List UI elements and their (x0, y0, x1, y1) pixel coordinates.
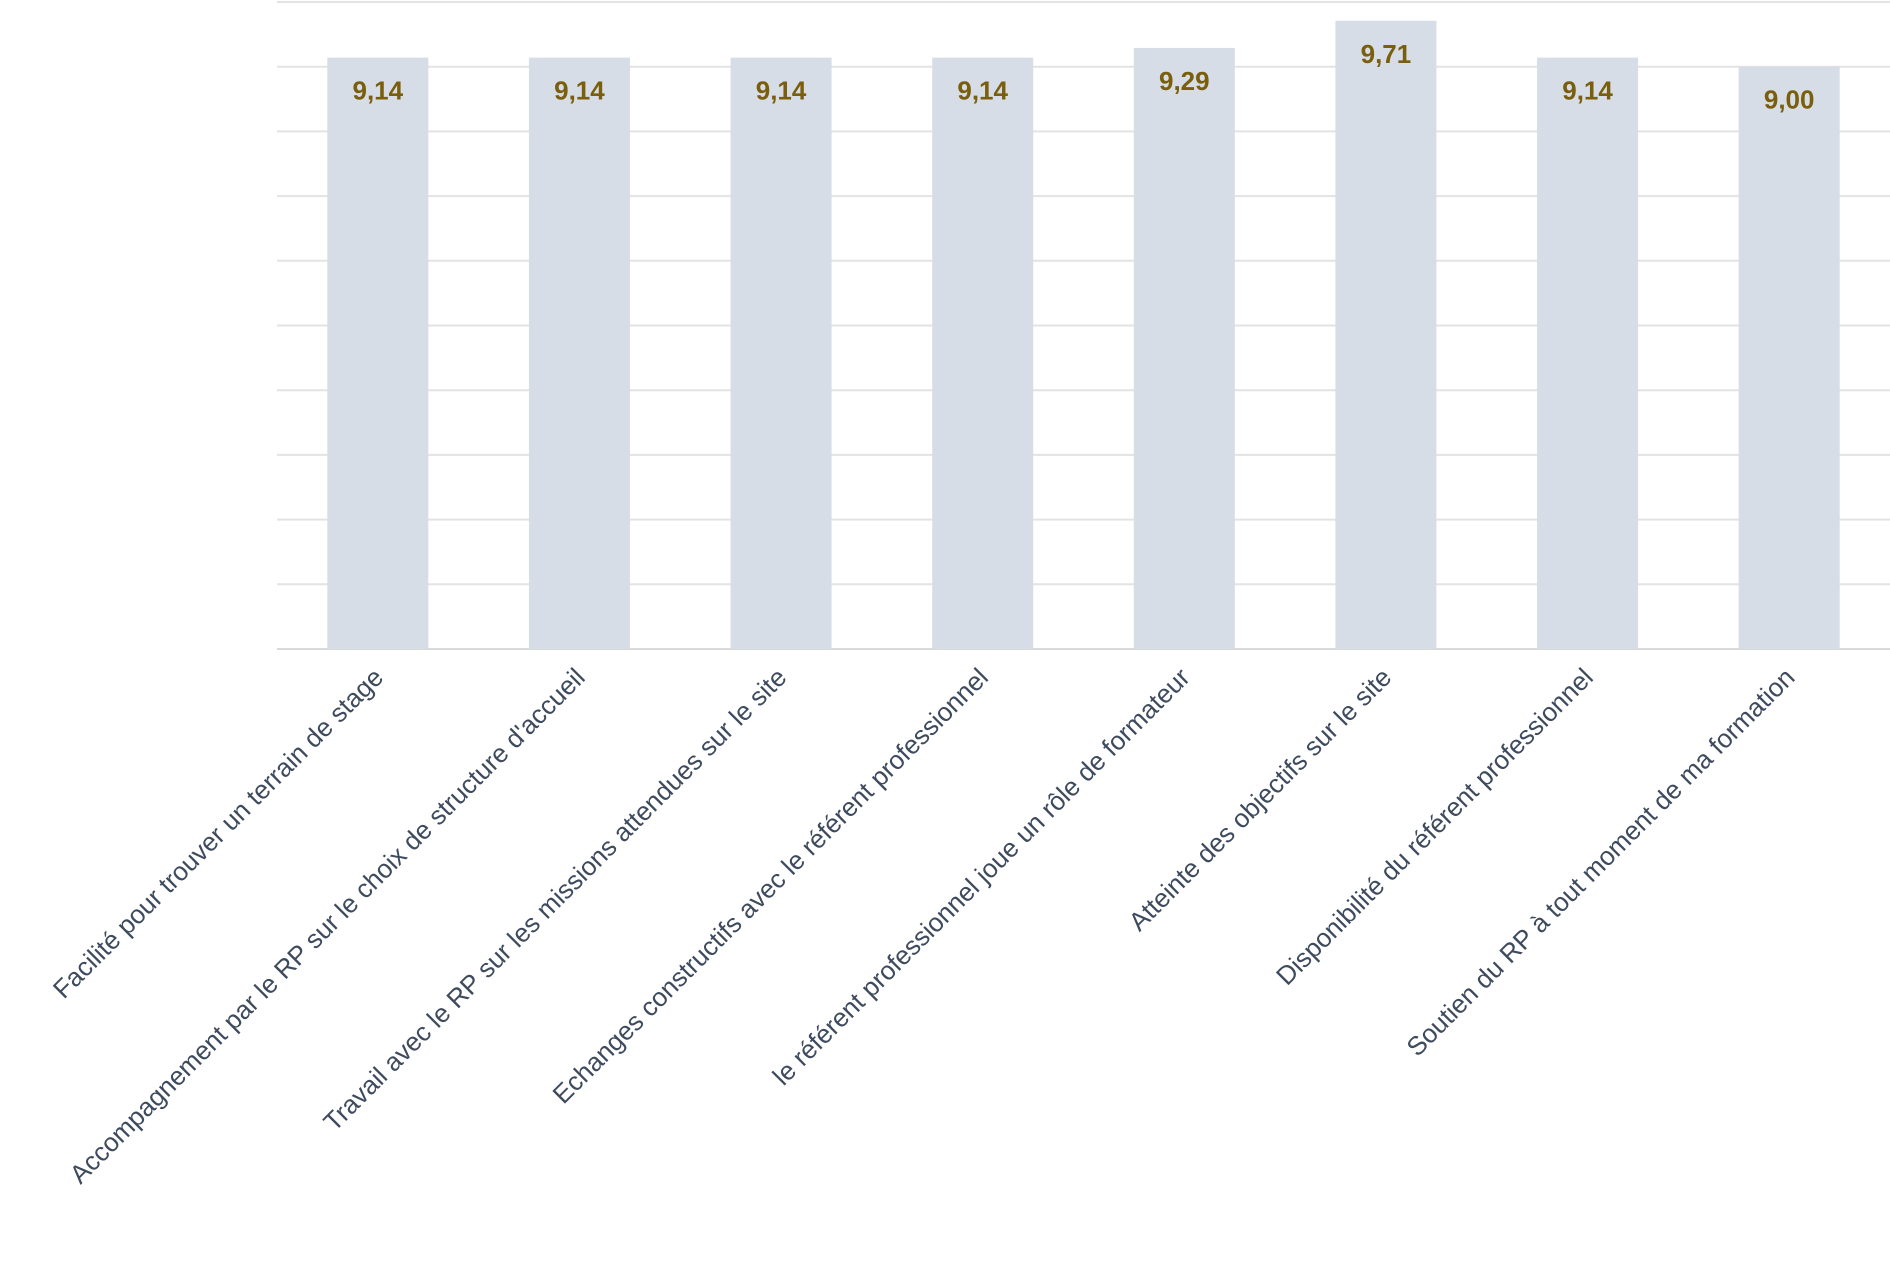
bar (730, 57, 832, 650)
data-label: 9,14 (554, 76, 605, 106)
bar (1335, 20, 1437, 649)
bar (528, 57, 630, 650)
category-label: Facilité pour trouver un terrain de stag… (47, 662, 389, 1004)
category-label: le référent professionnel joue un rôle d… (767, 662, 1196, 1091)
bars (327, 20, 1840, 650)
data-label: 9,00 (1764, 85, 1815, 115)
data-label: 9,29 (1159, 66, 1210, 96)
bar (327, 57, 429, 650)
category-label: Soutien du RP à tout moment de ma format… (1400, 662, 1800, 1062)
data-label: 9,14 (957, 76, 1008, 106)
category-labels: Facilité pour trouver un terrain de stag… (47, 662, 1800, 1189)
data-label: 9,71 (1361, 39, 1412, 69)
data-label: 9,14 (1562, 76, 1613, 106)
data-labels: 9,14 9,14 9,14 9,14 9,29 9,71 9,14 9,00 (353, 39, 1815, 115)
data-label: 9,14 (353, 76, 404, 106)
category-label: Travail avec le RP sur les missions atte… (317, 662, 792, 1137)
bar (1537, 57, 1639, 650)
gridlines (277, 1, 1890, 650)
data-label: 9,14 (756, 76, 807, 106)
bar (1738, 66, 1840, 649)
bar (1133, 47, 1235, 649)
bar (932, 57, 1034, 650)
category-label: Echanges constructifs avec le référent p… (547, 662, 994, 1109)
category-label: Disponibilité du référent professionnel (1270, 662, 1599, 991)
